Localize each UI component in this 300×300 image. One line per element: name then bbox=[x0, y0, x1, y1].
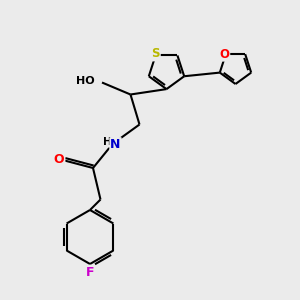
Text: HO: HO bbox=[76, 76, 94, 86]
Text: N: N bbox=[110, 138, 121, 151]
Text: F: F bbox=[86, 266, 94, 279]
Text: O: O bbox=[219, 48, 229, 61]
Text: H: H bbox=[103, 136, 112, 147]
Text: S: S bbox=[151, 47, 160, 61]
Text: O: O bbox=[54, 153, 64, 167]
